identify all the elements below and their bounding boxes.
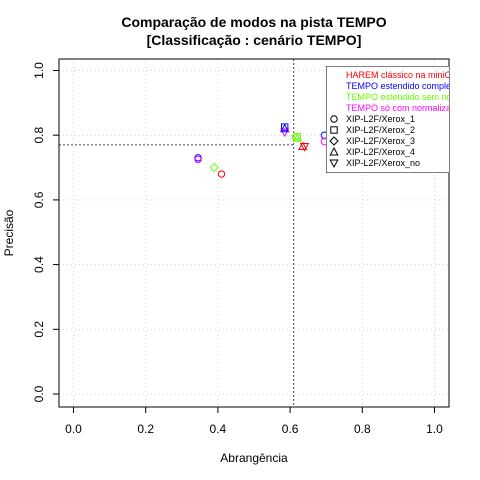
y-tick-label: 1.0	[32, 62, 46, 79]
x-tick-label: 0.8	[354, 422, 371, 436]
legend-shape-entry: XIP-L2F/Xerox_no	[346, 158, 420, 168]
y-tick-label: 0.6	[32, 191, 46, 208]
x-axis-label: Abrangência	[220, 451, 288, 465]
x-tick-label: 0.6	[282, 422, 299, 436]
chart-subtitle: [Classificação : cenário TEMPO]	[147, 32, 362, 48]
legend-color-entry: TEMPO estendido sem no	[346, 92, 452, 102]
legend-shape-marker	[330, 126, 338, 134]
data-point	[280, 123, 290, 133]
data-point	[280, 128, 290, 138]
legend-shape-marker	[329, 159, 339, 169]
legend-shape-entry: XIP-L2F/Xerox_1	[346, 114, 415, 124]
legend-shape-entry: XIP-L2F/Xerox_4	[346, 147, 415, 157]
reference-lines	[59, 59, 295, 407]
legend-shape-marker	[329, 146, 339, 156]
data-point	[298, 141, 308, 151]
y-tick-label: 0.8	[32, 127, 46, 144]
legend-shape-entry: XIP-L2F/Xerox_3	[346, 136, 415, 146]
data-point	[299, 143, 310, 152]
data-points	[194, 123, 329, 178]
data-point	[292, 133, 302, 142]
legend-box	[326, 66, 449, 173]
data-point	[209, 162, 219, 173]
y-axis-label: Precisão	[2, 209, 16, 256]
x-tick-label: 0.0	[65, 422, 82, 436]
x-tick-label: 0.2	[137, 422, 154, 436]
legend-shape-entry: XIP-L2F/Xerox_2	[346, 125, 415, 135]
y-tick-label: 0.0	[32, 385, 46, 402]
data-point	[217, 170, 226, 178]
plot-border	[58, 58, 450, 408]
legend-shape-marker	[330, 115, 338, 123]
x-tick-label: 0.4	[210, 422, 227, 436]
y-tick-label: 0.2	[32, 321, 46, 338]
legend-shape-marker	[329, 136, 339, 146]
y-tick-label: 0.4	[32, 256, 46, 273]
x-axis: 0.0 0.2 0.4 0.6 0.8 1.0	[65, 407, 443, 436]
legend-color-entry: TEMPO só com normaliza	[346, 103, 451, 113]
x-tick-label: 1.0	[426, 422, 443, 436]
legend-color-entry: HAREM clássico na miniC	[346, 70, 452, 80]
data-point	[194, 155, 202, 164]
y-axis: 0.0 0.2 0.4 0.6 0.8 1.0	[32, 62, 59, 402]
chart-title: Comparação de modos na pista TEMPO	[121, 14, 386, 30]
legend-color-entry: TEMPO estendido comple	[346, 81, 451, 91]
